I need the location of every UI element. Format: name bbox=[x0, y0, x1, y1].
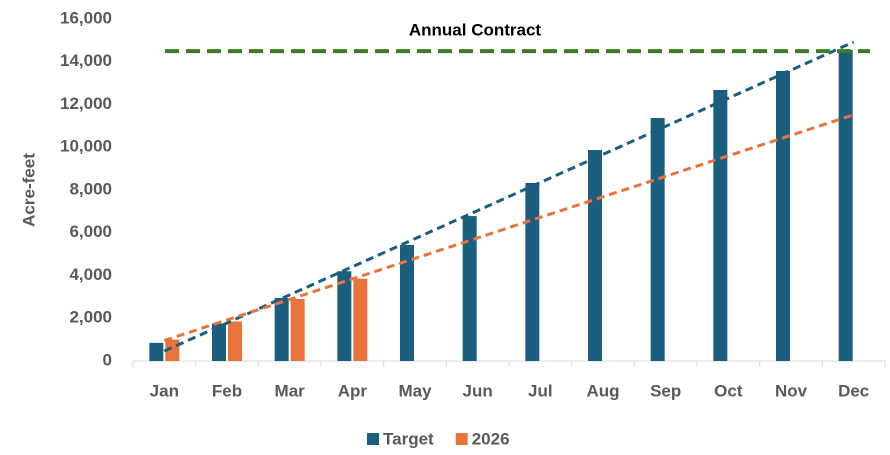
x-tick-label: Jun bbox=[463, 381, 493, 400]
y-tick-label: 16,000 bbox=[60, 8, 112, 27]
bar bbox=[462, 216, 477, 361]
bar bbox=[212, 323, 226, 361]
bar bbox=[525, 182, 540, 361]
legend-swatch bbox=[455, 433, 468, 445]
bar bbox=[165, 339, 180, 361]
x-tick-label: Sep bbox=[650, 381, 681, 400]
y-tick-label: 8,000 bbox=[69, 179, 112, 198]
x-tick-label: Apr bbox=[338, 381, 368, 400]
x-tick-label: Nov bbox=[775, 381, 808, 400]
y-tick-label: 6,000 bbox=[69, 222, 112, 241]
trendline bbox=[163, 40, 855, 353]
bar bbox=[650, 117, 665, 361]
reference-label: Annual Contract bbox=[409, 20, 542, 39]
bar bbox=[353, 278, 368, 361]
bar bbox=[838, 49, 853, 362]
legend-label: 2026 bbox=[472, 429, 510, 448]
x-tick-label: Oct bbox=[714, 381, 743, 400]
bar bbox=[776, 70, 790, 361]
x-tick-label: Aug bbox=[586, 381, 619, 400]
x-tick-label: Jul bbox=[528, 381, 553, 400]
trendline bbox=[163, 113, 855, 342]
x-tick-label: Jan bbox=[150, 381, 179, 400]
y-axis-label: Acre-feet bbox=[19, 153, 38, 227]
x-tick-label: Mar bbox=[275, 381, 306, 400]
bar bbox=[228, 321, 242, 361]
legend-label: Target bbox=[383, 429, 434, 448]
legend-swatch bbox=[367, 433, 379, 445]
x-tick-label: Feb bbox=[212, 381, 242, 400]
x-tick-label: May bbox=[398, 381, 432, 400]
bar bbox=[149, 342, 164, 361]
y-tick-label: 4,000 bbox=[69, 265, 112, 284]
bar bbox=[274, 297, 289, 361]
bar bbox=[713, 89, 728, 361]
bar bbox=[337, 271, 352, 361]
y-tick-label: 10,000 bbox=[60, 137, 112, 156]
x-tick-label: Dec bbox=[838, 381, 869, 400]
y-tick-label: 12,000 bbox=[60, 94, 112, 113]
y-tick-label: 14,000 bbox=[60, 51, 112, 70]
bar bbox=[290, 299, 305, 361]
y-tick-label: 2,000 bbox=[69, 308, 112, 327]
bar bbox=[588, 150, 602, 361]
bar bbox=[400, 244, 414, 361]
y-tick-label: 0 bbox=[103, 350, 112, 369]
